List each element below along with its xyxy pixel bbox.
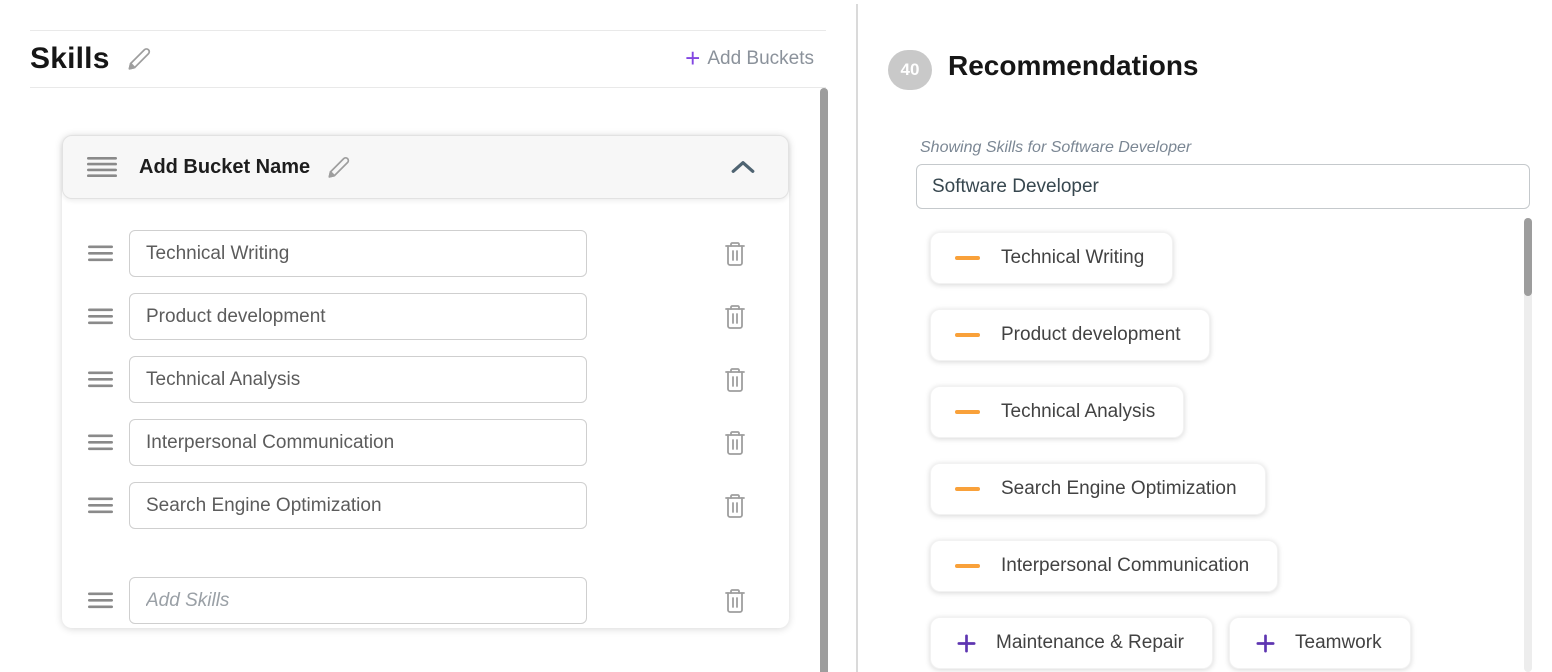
drag-handle-icon[interactable] bbox=[88, 371, 113, 388]
recommendations-subtitle: Showing Skills for Software Developer bbox=[920, 139, 1192, 156]
skill-input[interactable] bbox=[129, 419, 587, 466]
left-panel-scrollbar[interactable] bbox=[820, 88, 828, 672]
chip-label: Product development bbox=[1001, 324, 1181, 345]
chip-label: Maintenance & Repair bbox=[996, 632, 1184, 653]
trash-icon[interactable] bbox=[723, 588, 747, 614]
recommendations-title: Recommendations bbox=[948, 50, 1199, 81]
bucket-drag-handle-icon[interactable] bbox=[87, 156, 117, 178]
skill-input[interactable] bbox=[129, 356, 587, 403]
edit-bucket-name-icon[interactable] bbox=[326, 155, 351, 180]
add-buckets-button[interactable]: + Add Buckets bbox=[685, 42, 814, 73]
trash-icon[interactable] bbox=[723, 367, 747, 393]
remove-skill-icon[interactable] bbox=[955, 410, 980, 414]
new-skill-row bbox=[62, 577, 789, 624]
chevron-up-icon bbox=[730, 158, 756, 176]
removable-chips: Technical Writing Product development Te… bbox=[930, 232, 1279, 592]
bucket-name: Add Bucket Name bbox=[139, 155, 311, 178]
right-panel-scrollbar-track[interactable] bbox=[1524, 218, 1532, 672]
skill-chip-removable[interactable]: Product development bbox=[930, 309, 1210, 361]
skill-input[interactable] bbox=[129, 482, 587, 529]
add-skill-icon[interactable] bbox=[955, 632, 978, 655]
drag-handle-icon[interactable] bbox=[88, 497, 113, 514]
chip-label: Teamwork bbox=[1295, 632, 1382, 653]
drag-handle-icon[interactable] bbox=[88, 245, 113, 262]
skill-input[interactable] bbox=[129, 230, 587, 277]
skill-list bbox=[62, 199, 789, 545]
skill-chip-removable[interactable]: Interpersonal Communication bbox=[930, 540, 1279, 592]
skills-header: Skills + Add Buckets bbox=[30, 31, 826, 87]
skill-input[interactable] bbox=[129, 293, 587, 340]
right-panel-scrollbar-thumb[interactable] bbox=[1524, 218, 1532, 296]
plus-icon: + bbox=[685, 42, 701, 73]
header-divider bbox=[30, 87, 826, 88]
drag-handle-icon[interactable] bbox=[88, 434, 113, 451]
skill-row bbox=[62, 230, 789, 277]
skill-chip-removable[interactable]: Technical Analysis bbox=[930, 386, 1185, 438]
add-buckets-label: Add Buckets bbox=[707, 48, 814, 69]
trash-icon[interactable] bbox=[723, 493, 747, 519]
skill-row bbox=[62, 293, 789, 340]
panel-divider bbox=[856, 4, 858, 672]
skill-chip-removable[interactable]: Search Engine Optimization bbox=[930, 463, 1266, 515]
remove-skill-icon[interactable] bbox=[955, 256, 980, 260]
add-skill-input[interactable] bbox=[129, 577, 587, 624]
skill-chip-addable[interactable]: Maintenance & Repair bbox=[930, 617, 1213, 669]
top-divider bbox=[30, 30, 826, 31]
edit-title-icon[interactable] bbox=[126, 46, 152, 72]
skill-row bbox=[62, 419, 789, 466]
skill-chip-removable[interactable]: Technical Writing bbox=[930, 232, 1174, 284]
remove-skill-icon[interactable] bbox=[955, 487, 980, 491]
addable-chips: Maintenance & Repair Teamwork bbox=[930, 617, 1411, 669]
chip-label: Interpersonal Communication bbox=[1001, 555, 1250, 576]
chip-label: Search Engine Optimization bbox=[1001, 478, 1237, 499]
bucket-header[interactable]: Add Bucket Name bbox=[62, 135, 789, 199]
collapse-bucket-button[interactable] bbox=[730, 158, 756, 176]
job-title-input[interactable] bbox=[916, 164, 1530, 209]
chip-label: Technical Analysis bbox=[1001, 401, 1156, 422]
trash-icon[interactable] bbox=[723, 304, 747, 330]
skill-row bbox=[62, 356, 789, 403]
drag-handle-icon[interactable] bbox=[88, 308, 113, 325]
skill-row bbox=[62, 482, 789, 529]
drag-handle-icon[interactable] bbox=[88, 592, 113, 609]
trash-icon[interactable] bbox=[723, 430, 747, 456]
add-skill-icon[interactable] bbox=[1254, 632, 1277, 655]
page-title: Skills bbox=[30, 42, 110, 75]
remove-skill-icon[interactable] bbox=[955, 333, 980, 337]
recommended-chip-list: Technical Writing Product development Te… bbox=[930, 232, 1411, 669]
skill-chip-addable[interactable]: Teamwork bbox=[1229, 617, 1411, 669]
chip-label: Technical Writing bbox=[1001, 247, 1145, 268]
remove-skill-icon[interactable] bbox=[955, 564, 980, 568]
bucket-card: Add Bucket Name bbox=[62, 135, 789, 628]
recommendations-count-badge: 40 bbox=[888, 50, 932, 90]
trash-icon[interactable] bbox=[723, 241, 747, 267]
new-skill-row-wrap bbox=[62, 577, 789, 640]
